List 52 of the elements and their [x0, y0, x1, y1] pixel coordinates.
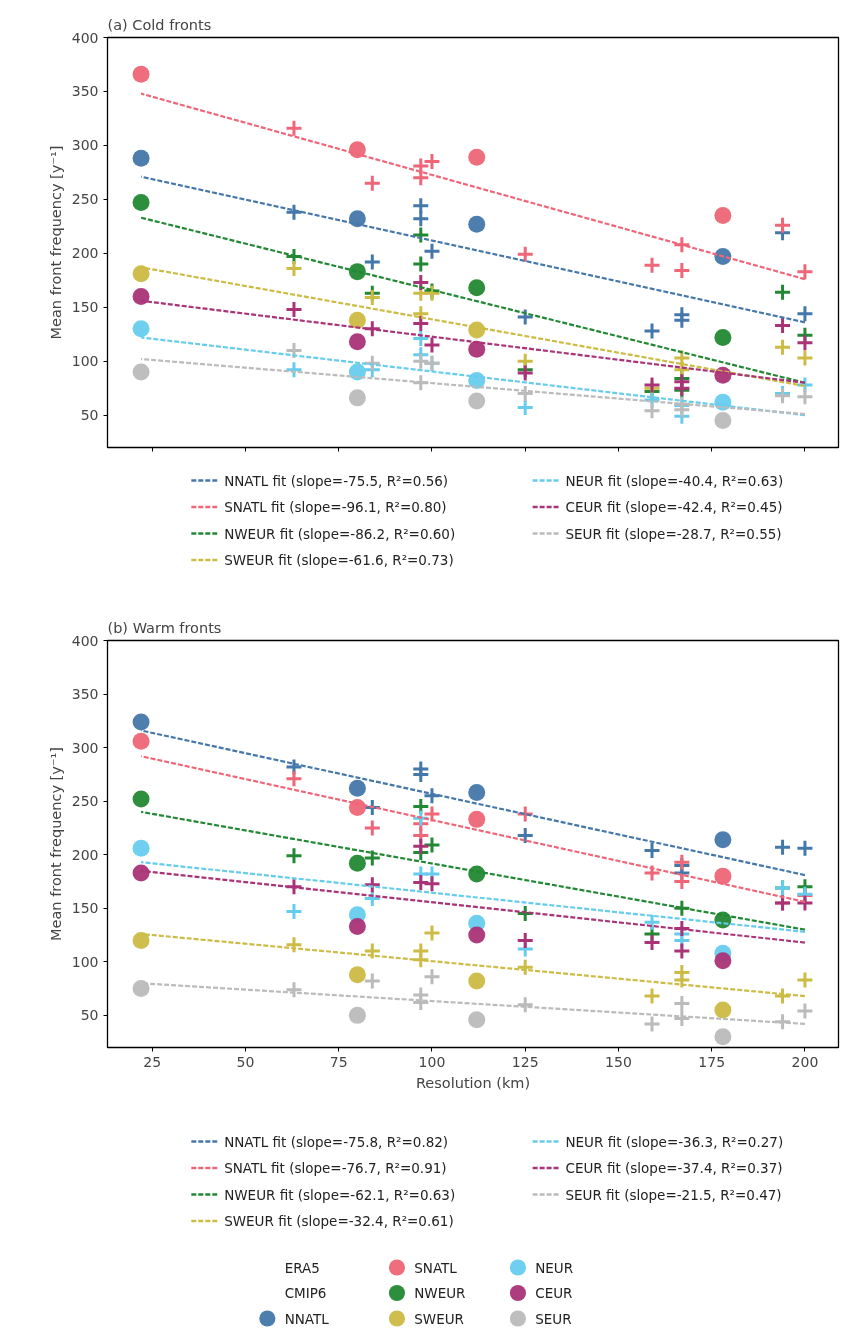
y-tick-label: 250 — [71, 191, 99, 208]
text: ERA5 — [284, 1259, 320, 1276]
legend-label: SNATL fit (slope=-76.7, R²=0.91) — [224, 1160, 447, 1176]
chart-title: (a) Cold fronts — [107, 16, 212, 33]
x-axis-title: Resolution (km) — [415, 1074, 531, 1091]
x-tick-label: 150 — [605, 1053, 632, 1070]
x-tick-label: 175 — [698, 1053, 726, 1070]
y-tick-label: 300 — [71, 137, 99, 154]
y-tick-label: 200 — [71, 245, 99, 262]
y-tick-label: 50 — [80, 407, 99, 424]
x-tick-label: 25 — [143, 1053, 162, 1070]
legend-label: NWEUR — [414, 1285, 466, 1301]
legend-label: SWEUR fit (slope=-61.6, R²=0.73) — [224, 552, 454, 568]
legend-label: SEUR — [535, 1310, 572, 1327]
legend-label: SEUR fit (slope=-28.7, R²=0.55) — [565, 525, 782, 542]
legend-label: NEUR — [535, 1259, 574, 1276]
legend-label: SWEUR fit (slope=-32.4, R²=0.61) — [224, 1213, 454, 1229]
x-tick-label: 75 — [329, 1053, 348, 1070]
legend-label: CEUR — [535, 1285, 573, 1301]
y-axis-title: Mean front frequency [y⁻¹] — [47, 145, 64, 340]
y-tick-label: 250 — [71, 793, 99, 810]
legend-label: NNATL fit (slope=-75.8, R²=0.82) — [224, 1133, 449, 1150]
legend-label: SNATL — [414, 1259, 458, 1276]
x-tick-label: 100 — [418, 1053, 446, 1070]
y-tick-label: 150 — [71, 900, 99, 917]
legend-label: NWEUR fit (slope=-62.1, R²=0.63) — [224, 1186, 456, 1203]
y-tick-label: 400 — [71, 29, 99, 46]
y-tick-label: 300 — [71, 739, 99, 756]
y-tick-label: 350 — [71, 83, 99, 100]
chart-title: (b) Warm fronts — [107, 619, 222, 636]
y-axis-title: Mean front frequency [y⁻¹] — [47, 747, 64, 941]
x-tick-label: 125 — [511, 1053, 539, 1070]
y-tick-label: 100 — [71, 353, 99, 370]
legend-label: SWEUR — [414, 1310, 464, 1327]
legend-label: NNATL — [284, 1310, 330, 1327]
y-tick-label: 50 — [80, 1007, 99, 1024]
text: CMIP6 — [284, 1285, 327, 1301]
y-tick-label: 350 — [71, 686, 99, 703]
y-tick-label: 100 — [71, 953, 99, 970]
x-tick-label: 50 — [236, 1053, 255, 1070]
legend-label: SEUR fit (slope=-21.5, R²=0.47) — [565, 1186, 782, 1203]
y-tick-label: 150 — [71, 299, 99, 316]
y-tick-label: 200 — [71, 846, 99, 863]
legend-label: CEUR fit (slope=-42.4, R²=0.45) — [565, 499, 783, 515]
legend-label: NNATL fit (slope=-75.5, R²=0.56) — [224, 472, 449, 489]
y-tick-label: 400 — [71, 632, 99, 649]
legend-label: NWEUR fit (slope=-86.2, R²=0.60) — [224, 525, 456, 542]
legend-label: NEUR fit (slope=-40.4, R²=0.63) — [565, 472, 784, 489]
legend-label: NEUR fit (slope=-36.3, R²=0.27) — [565, 1133, 784, 1150]
legend-label: CEUR fit (slope=-37.4, R²=0.37) — [565, 1160, 783, 1176]
x-tick-label: 200 — [791, 1053, 819, 1070]
legend-label: SNATL fit (slope=-96.1, R²=0.80) — [224, 499, 447, 515]
